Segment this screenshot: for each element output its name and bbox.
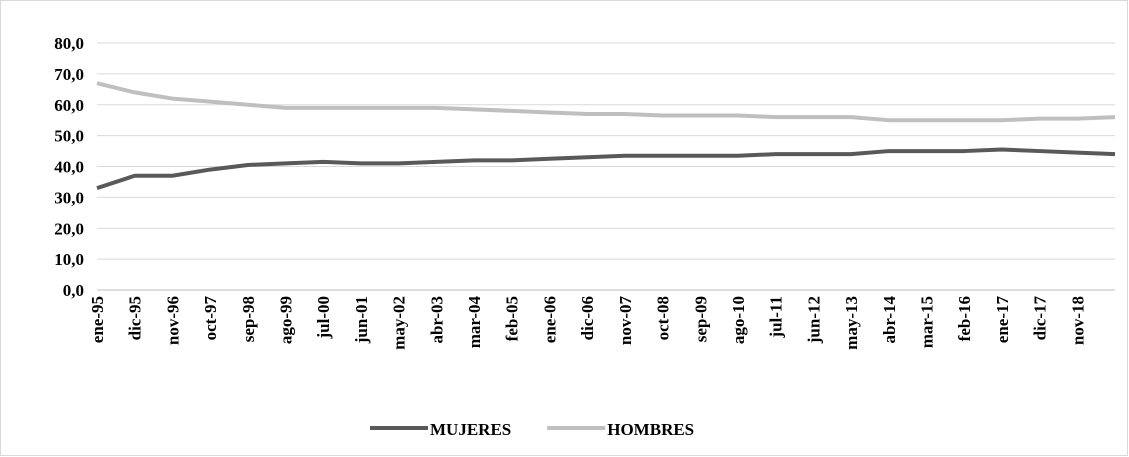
- x-tick-label: oct-97: [201, 296, 220, 341]
- x-tick-label: ago-10: [729, 296, 748, 344]
- x-tick-label: may-13: [842, 296, 861, 350]
- x-tick-label: jun-12: [804, 296, 823, 344]
- x-tick-label: dic-06: [578, 296, 597, 340]
- x-tick-label: nov-18: [1068, 296, 1087, 345]
- x-tick-label: sep-98: [239, 296, 258, 342]
- x-tick-label: ene-17: [993, 296, 1012, 344]
- y-tick-label: 20,0: [54, 219, 84, 238]
- x-tick-label: ene-06: [540, 296, 559, 343]
- y-tick-label: 40,0: [54, 158, 84, 177]
- y-tick-label: 30,0: [54, 188, 84, 207]
- legend-label: HOMBRES: [607, 420, 694, 439]
- x-tick-label: abr-14: [880, 296, 899, 344]
- x-tick-label: jun-01: [352, 296, 371, 344]
- y-tick-label: 50,0: [54, 127, 84, 146]
- x-tick-label: feb-05: [503, 296, 522, 341]
- x-tick-label: ene-95: [88, 296, 107, 343]
- legend-label: MUJERES: [430, 420, 511, 439]
- x-tick-label: mar-04: [465, 296, 484, 349]
- y-tick-label: 0,0: [63, 281, 84, 300]
- x-tick-label: abr-03: [427, 296, 446, 344]
- x-tick-label: ago-99: [277, 296, 296, 344]
- series-line: [96, 81, 1116, 123]
- y-tick-label: 60,0: [54, 96, 84, 115]
- x-tick-label: may-02: [390, 296, 409, 350]
- x-tick-label: jul-11: [767, 296, 786, 339]
- x-tick-label: dic-95: [126, 296, 145, 340]
- x-tick-label: dic-17: [1031, 296, 1050, 341]
- y-tick-label: 80,0: [54, 34, 84, 53]
- series-line: [96, 147, 1116, 191]
- x-tick-label: oct-08: [654, 296, 673, 340]
- x-tick-label: feb-16: [955, 296, 974, 341]
- x-tick-label: jul-00: [314, 296, 333, 340]
- x-tick-label: nov-07: [616, 296, 635, 346]
- y-tick-label: 10,0: [54, 250, 84, 269]
- x-tick-label: mar-15: [917, 296, 936, 348]
- y-tick-label: 70,0: [54, 65, 84, 84]
- x-tick-label: sep-09: [691, 296, 710, 342]
- x-tick-label: nov-96: [163, 296, 182, 345]
